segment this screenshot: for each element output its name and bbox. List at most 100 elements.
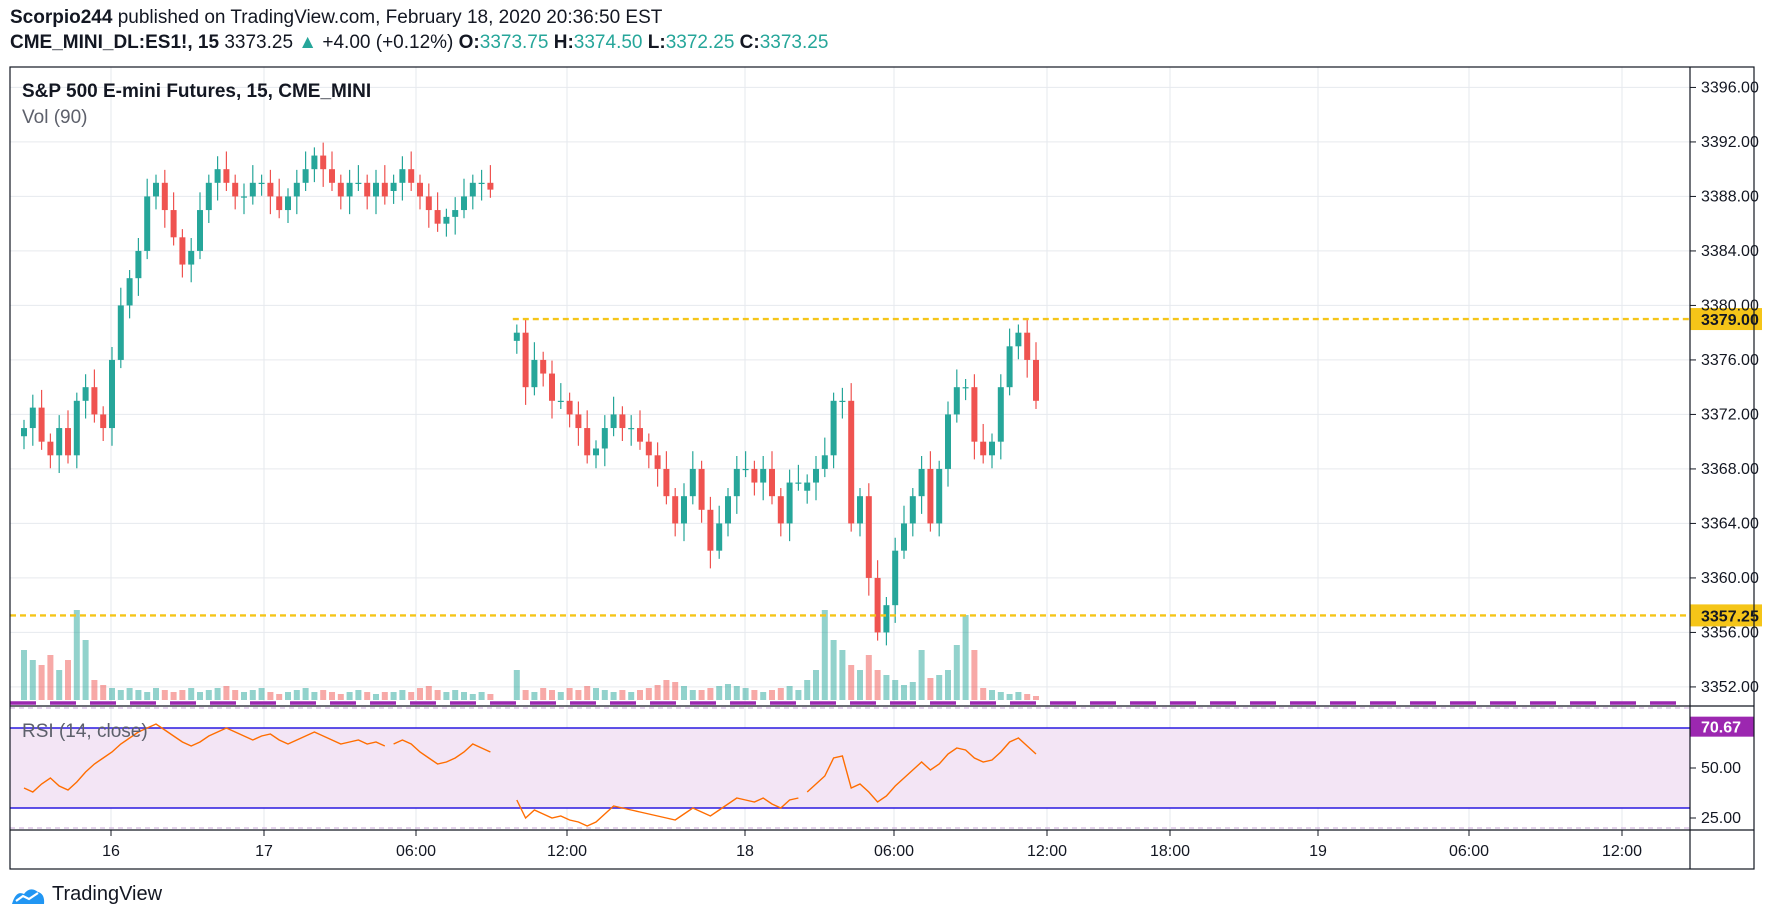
candle-body: [857, 496, 863, 524]
volume-bar: [170, 692, 177, 700]
candle-body: [82, 387, 89, 401]
volume-bar: [144, 692, 151, 700]
open-value: 3373.75: [479, 32, 549, 53]
volume-bar: [232, 690, 239, 700]
level-value: 3357.25: [1701, 608, 1759, 625]
up-arrow-icon: ▲: [298, 32, 318, 53]
candle-body: [909, 496, 916, 524]
volume-bar: [241, 692, 247, 700]
candle-body: [469, 182, 476, 197]
candle-body: [989, 441, 995, 456]
candle-body: [355, 182, 362, 185]
candle-body: [601, 428, 608, 449]
candle-body: [452, 210, 459, 217]
price-tick-label: 3380.00: [1701, 297, 1759, 314]
volume-bar: [469, 694, 476, 700]
volume-bar: [874, 670, 881, 700]
volume-bar: [980, 688, 987, 700]
candle-body: [813, 468, 819, 483]
volume-bar: [390, 692, 397, 700]
volume-bar: [927, 678, 934, 700]
volume-bar: [513, 670, 520, 700]
candle-body: [707, 509, 714, 551]
tradingview-brand[interactable]: TradingView: [10, 883, 162, 906]
candle-body: [434, 210, 441, 224]
candle-body: [689, 468, 696, 497]
volume-bar: [777, 688, 784, 700]
rsi-line: [393, 739, 491, 765]
volume-bar: [742, 688, 749, 700]
volume-bar: [1024, 694, 1031, 700]
price-tick-label: 3360.00: [1701, 570, 1759, 587]
volume-bar: [56, 670, 63, 700]
time-tick-label: 12:00: [1027, 843, 1067, 860]
volume-bar: [117, 690, 124, 700]
volume-bar: [126, 688, 133, 700]
level-lines[interactable]: 3379.00 3357.25: [10, 308, 1762, 627]
volume-bar: [293, 690, 300, 700]
candle-body: [945, 414, 951, 469]
volume-legend[interactable]: Vol (90): [22, 107, 87, 128]
volume-bar: [593, 688, 599, 700]
candle-body: [285, 196, 291, 211]
brand-name: TradingView: [52, 883, 163, 905]
volume-bar: [689, 690, 696, 700]
candle-body: [100, 414, 107, 429]
chart-title[interactable]: S&P 500 E-mini Futures, 15, CME_MINI: [22, 81, 371, 102]
volume-bar: [654, 685, 661, 700]
volume-bar: [267, 692, 274, 700]
price-change: +4.00 (+0.12%): [322, 32, 454, 53]
candle-body: [971, 387, 978, 442]
high-value: 3374.50: [573, 32, 643, 53]
volume-bar: [205, 690, 212, 700]
candle-body: [329, 169, 335, 183]
candle-body: [153, 182, 159, 197]
candle-body: [65, 428, 71, 456]
volume-bar: [997, 692, 1004, 700]
volume-bar: [672, 682, 679, 700]
candle-body: [381, 182, 388, 197]
candle-body: [1015, 332, 1022, 347]
candle-body: [848, 400, 855, 524]
rsi-last-badge: [1690, 716, 1754, 737]
volume-bar: [1033, 696, 1039, 700]
candle-body: [373, 182, 379, 197]
volume-bar: [161, 690, 168, 700]
volume-bar: [953, 645, 960, 700]
time-tick-label: 12:00: [1602, 843, 1642, 860]
candle-body: [522, 332, 529, 388]
axes: 3396.00 3392.00 3388.00 3384.00 3380.00 3376.…: [9, 66, 1759, 870]
volume-bar: [610, 692, 617, 700]
volume-bar: [249, 690, 256, 700]
candle-body: [962, 387, 969, 389]
candle-body: [364, 182, 371, 197]
price-tick-label: 3396.00: [1701, 79, 1759, 96]
author[interactable]: Scorpio244: [10, 7, 113, 28]
candle-body: [223, 169, 230, 183]
candle-body: [936, 468, 943, 524]
chart-frame: [9, 66, 1755, 870]
volume-bar: [487, 694, 494, 700]
volume-bar: [100, 685, 107, 700]
last-price: 3373.25: [224, 32, 294, 53]
volume-bar: [461, 692, 467, 700]
volume-bar: [716, 686, 723, 700]
volume-bar: [285, 692, 291, 700]
volume-bar: [47, 655, 54, 700]
candle-body: [56, 428, 63, 456]
volume-bar: [82, 640, 89, 700]
candle-body: [1033, 359, 1039, 401]
candle-body: [742, 468, 749, 471]
candle-body: [1006, 346, 1013, 388]
candle-body: [663, 468, 670, 497]
rsi-legend[interactable]: RSI (14, close): [22, 721, 148, 742]
candle-body: [874, 577, 881, 633]
candle-body: [654, 455, 661, 469]
candle-body: [21, 428, 27, 437]
candle-body: [786, 482, 793, 524]
rsi-line: [23, 723, 386, 793]
candle-body: [267, 182, 274, 197]
volume-bar: [531, 692, 538, 700]
volume-bar: [21, 650, 27, 700]
